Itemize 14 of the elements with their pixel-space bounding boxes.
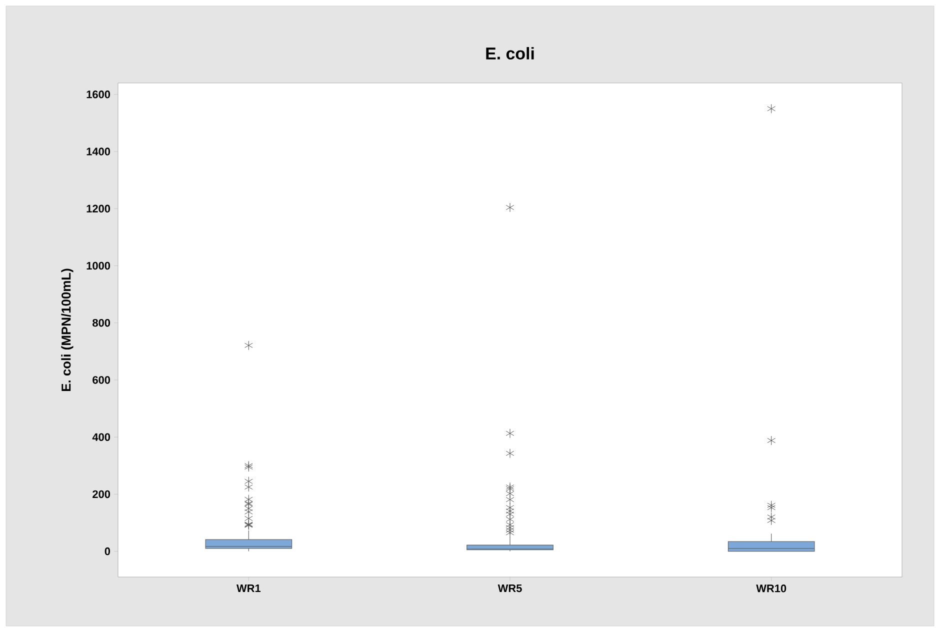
x-tick-label: WR1 — [236, 584, 261, 592]
y-tick-label: 1400 — [86, 148, 110, 156]
y-axis-title: E. coli (MPN/100mL) — [61, 268, 74, 392]
x-tick-label: WR10 — [756, 584, 786, 592]
y-tick-label: 0 — [104, 547, 110, 556]
y-tick-label: 1000 — [86, 262, 110, 270]
y-tick-label: 800 — [92, 318, 110, 327]
y-tick-label: 1200 — [86, 204, 110, 213]
y-tick-label: 1600 — [86, 90, 110, 98]
x-tick-label: WR5 — [498, 584, 522, 592]
chart-title: E. coli — [486, 47, 534, 60]
y-tick-label: 200 — [92, 490, 110, 498]
y-tick-label: 600 — [92, 376, 110, 384]
y-tick-label: 400 — [92, 433, 110, 441]
